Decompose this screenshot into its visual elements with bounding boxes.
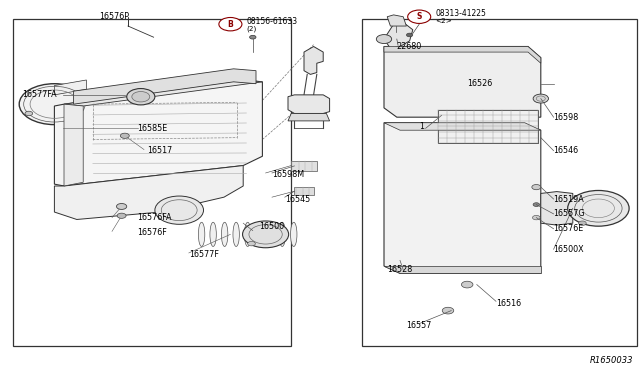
Text: 16576E: 16576E <box>554 224 584 233</box>
Ellipse shape <box>279 222 285 247</box>
Circle shape <box>127 89 155 105</box>
Circle shape <box>250 35 256 39</box>
Ellipse shape <box>268 222 274 247</box>
Circle shape <box>533 203 540 206</box>
Ellipse shape <box>291 222 297 247</box>
Text: 16545: 16545 <box>285 195 310 203</box>
Circle shape <box>243 221 289 248</box>
Polygon shape <box>384 46 541 63</box>
Circle shape <box>406 33 413 37</box>
Circle shape <box>461 281 473 288</box>
Text: 16557G: 16557G <box>554 209 585 218</box>
Bar <box>291 161 317 171</box>
Circle shape <box>132 92 150 102</box>
Circle shape <box>248 241 255 246</box>
Bar <box>438 110 538 143</box>
Text: 16500X: 16500X <box>554 245 584 254</box>
Bar <box>362 19 637 346</box>
Polygon shape <box>64 80 262 106</box>
Text: 16528: 16528 <box>387 265 412 274</box>
Polygon shape <box>54 80 86 95</box>
Circle shape <box>533 94 548 103</box>
Polygon shape <box>288 95 330 113</box>
Circle shape <box>532 215 540 220</box>
Circle shape <box>116 203 127 209</box>
Text: 16519A: 16519A <box>554 195 584 203</box>
Text: 16577FA: 16577FA <box>22 90 56 99</box>
Text: 16577F: 16577F <box>189 250 219 259</box>
Circle shape <box>25 111 33 116</box>
Circle shape <box>219 17 242 31</box>
Polygon shape <box>387 15 406 26</box>
Circle shape <box>120 133 129 138</box>
Text: 16598M: 16598M <box>272 170 304 179</box>
Text: S: S <box>417 12 422 21</box>
Text: (2): (2) <box>246 25 257 32</box>
Text: B: B <box>228 20 233 29</box>
Text: 16500: 16500 <box>259 222 284 231</box>
Text: 08313-41225: 08313-41225 <box>435 9 486 18</box>
Polygon shape <box>54 80 262 186</box>
Circle shape <box>117 213 126 218</box>
Text: 16557: 16557 <box>406 321 432 330</box>
Text: 1: 1 <box>419 122 424 131</box>
Ellipse shape <box>210 222 216 247</box>
Ellipse shape <box>221 222 228 247</box>
Polygon shape <box>384 46 541 117</box>
Text: <2>: <2> <box>435 18 452 24</box>
Circle shape <box>568 190 629 226</box>
Text: 16585E: 16585E <box>138 124 168 133</box>
Circle shape <box>155 196 204 224</box>
Text: 16598: 16598 <box>554 113 579 122</box>
Polygon shape <box>74 69 256 104</box>
Circle shape <box>408 10 431 23</box>
Ellipse shape <box>233 222 239 247</box>
Text: 08156-61633: 08156-61633 <box>246 17 298 26</box>
Ellipse shape <box>198 222 205 247</box>
Text: 16516: 16516 <box>496 299 521 308</box>
Text: 16546: 16546 <box>554 146 579 155</box>
Text: 16576F: 16576F <box>138 228 167 237</box>
Text: 22680: 22680 <box>397 42 422 51</box>
Circle shape <box>442 307 454 314</box>
Polygon shape <box>288 113 330 121</box>
Circle shape <box>19 84 90 125</box>
Text: 16576P: 16576P <box>99 12 129 21</box>
Circle shape <box>579 221 586 225</box>
Text: R1650033: R1650033 <box>590 356 634 365</box>
Polygon shape <box>54 166 243 219</box>
Polygon shape <box>304 46 323 74</box>
Polygon shape <box>384 22 413 48</box>
Ellipse shape <box>256 222 262 247</box>
Circle shape <box>532 185 541 190</box>
Text: 16526: 16526 <box>467 79 492 88</box>
Polygon shape <box>384 266 541 273</box>
Ellipse shape <box>244 222 251 247</box>
Polygon shape <box>64 104 83 186</box>
Circle shape <box>376 35 392 44</box>
Polygon shape <box>384 123 541 130</box>
Bar <box>294 187 314 195</box>
Text: 16576FA: 16576FA <box>138 213 172 222</box>
Polygon shape <box>384 123 541 273</box>
Polygon shape <box>541 192 573 225</box>
Text: 16517: 16517 <box>147 146 172 155</box>
Bar <box>13 19 291 346</box>
